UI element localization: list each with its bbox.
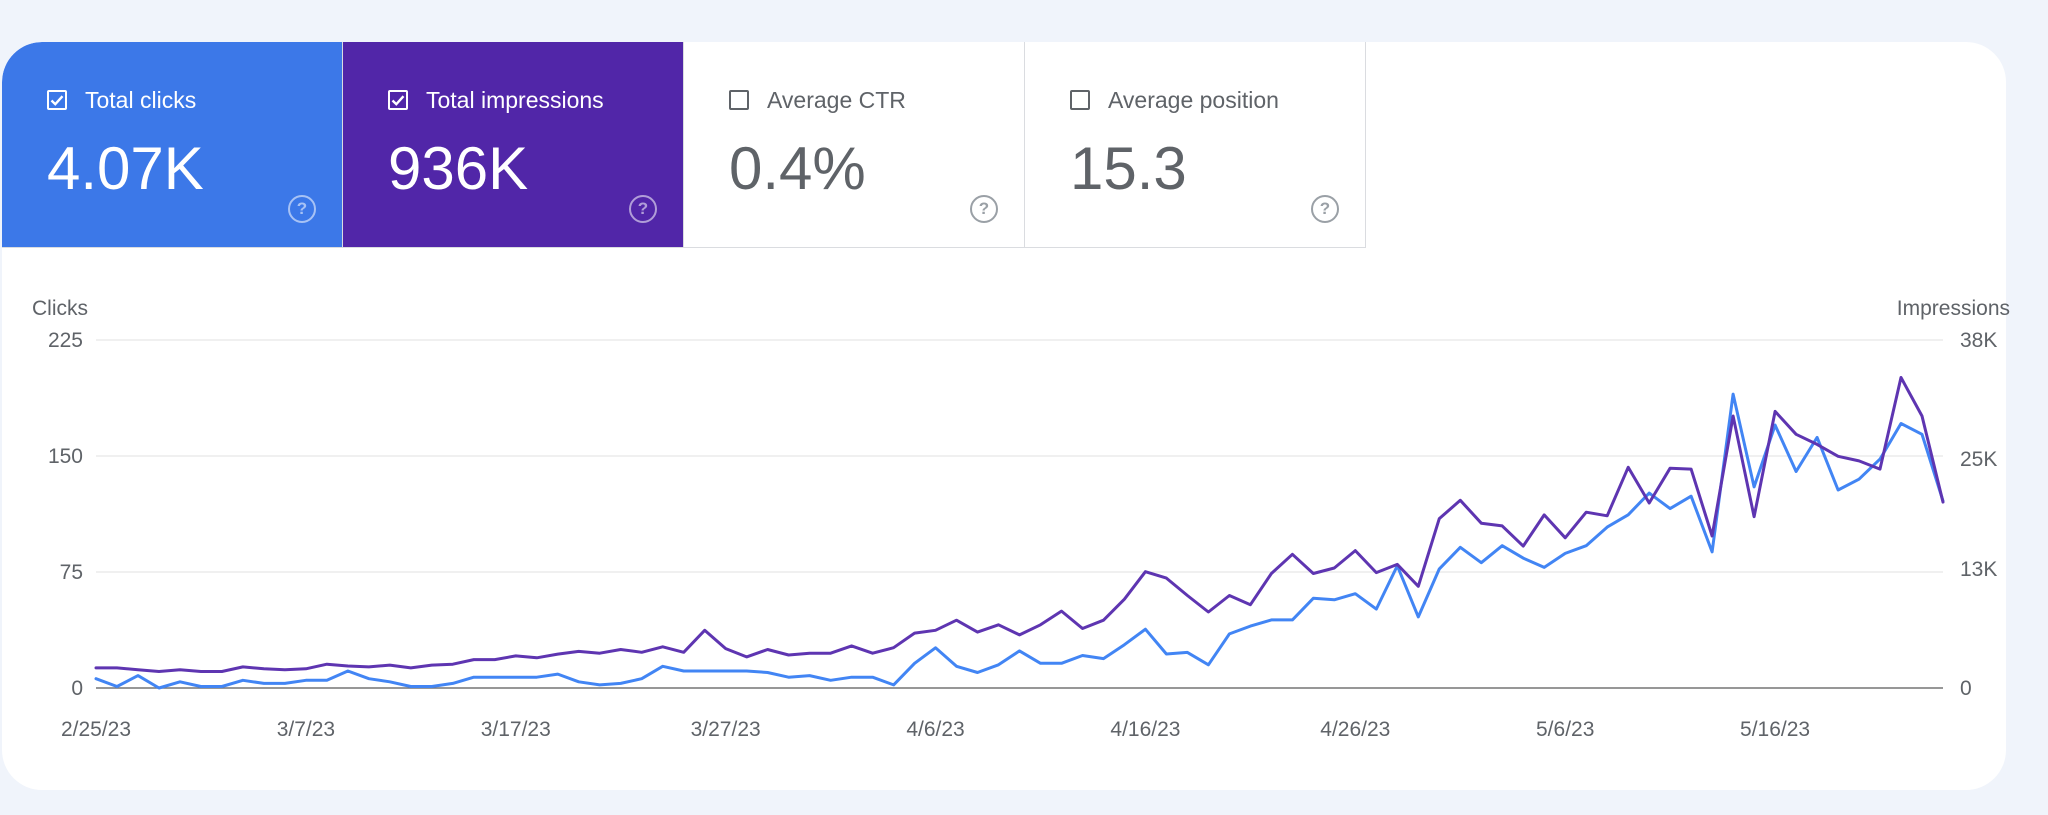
- x-tick-label: 4/6/23: [906, 718, 964, 741]
- average-position-card[interactable]: Average position 15.3 ?: [1025, 42, 1366, 248]
- x-tick-label: 5/16/23: [1740, 718, 1810, 741]
- x-axis-ticks: 2/25/23 3/7/23 3/17/23 3/27/23 4/6/23 4/16/23…: [61, 718, 1810, 741]
- y-axis-ticks-left: 0 75 150 225: [48, 329, 83, 700]
- average-position-label: Average position: [1108, 87, 1279, 113]
- y-axis-title-right: Impressions: [1897, 297, 2010, 320]
- y-tick-label-right: 0: [1960, 677, 1972, 700]
- x-tick-label: 3/17/23: [481, 718, 551, 741]
- total-impressions-card[interactable]: Total impressions 936K ?: [343, 42, 684, 248]
- help-icon[interactable]: ?: [288, 195, 316, 223]
- y-tick-label-right: 38K: [1960, 329, 1997, 352]
- impressions-series-line: [94, 376, 1945, 673]
- y-tick-label-left: 0: [71, 677, 83, 700]
- clicks-series-line: [94, 392, 1945, 690]
- total-impressions-label: Total impressions: [426, 87, 604, 113]
- average-ctr-card[interactable]: Average CTR 0.4% ?: [684, 42, 1025, 248]
- grid-lines: [96, 339, 1943, 689]
- series-lines: [94, 376, 1945, 690]
- y-tick-label-right: 13K: [1960, 558, 1997, 581]
- total-impressions-value: 936K: [388, 135, 529, 202]
- help-icon[interactable]: ?: [629, 195, 657, 223]
- y-tick-label-right: 25K: [1960, 448, 1997, 471]
- average-position-checkbox[interactable]: [1070, 90, 1090, 110]
- total-clicks-card[interactable]: Total clicks 4.07K ?: [2, 42, 343, 248]
- average-ctr-label: Average CTR: [767, 87, 906, 113]
- total-clicks-label: Total clicks: [85, 87, 197, 113]
- y-axis-title-left: Clicks: [32, 297, 88, 320]
- x-tick-label: 2/25/23: [61, 718, 131, 741]
- x-tick-label: 3/27/23: [691, 718, 761, 741]
- total-clicks-value: 4.07K: [47, 135, 204, 202]
- average-ctr-checkbox[interactable]: [729, 90, 749, 110]
- y-axis-ticks-right: 0 13K 25K 38K: [1960, 329, 1997, 700]
- y-tick-label-left: 75: [60, 561, 83, 584]
- total-impressions-checkbox[interactable]: [388, 90, 408, 110]
- total-clicks-checkbox[interactable]: [47, 90, 67, 110]
- y-tick-label-left: 225: [48, 329, 83, 352]
- metric-cards: Total clicks 4.07K ? Total impressions 9…: [2, 42, 1366, 248]
- average-position-value: 15.3: [1070, 135, 1187, 202]
- x-tick-label: 4/16/23: [1110, 718, 1180, 741]
- y-tick-label-left: 150: [48, 445, 83, 468]
- help-icon[interactable]: ?: [970, 195, 998, 223]
- x-tick-label: 3/7/23: [277, 718, 335, 741]
- x-tick-label: 4/26/23: [1320, 718, 1390, 741]
- average-ctr-value: 0.4%: [729, 135, 866, 202]
- help-icon[interactable]: ?: [1311, 195, 1339, 223]
- x-tick-label: 5/6/23: [1536, 718, 1594, 741]
